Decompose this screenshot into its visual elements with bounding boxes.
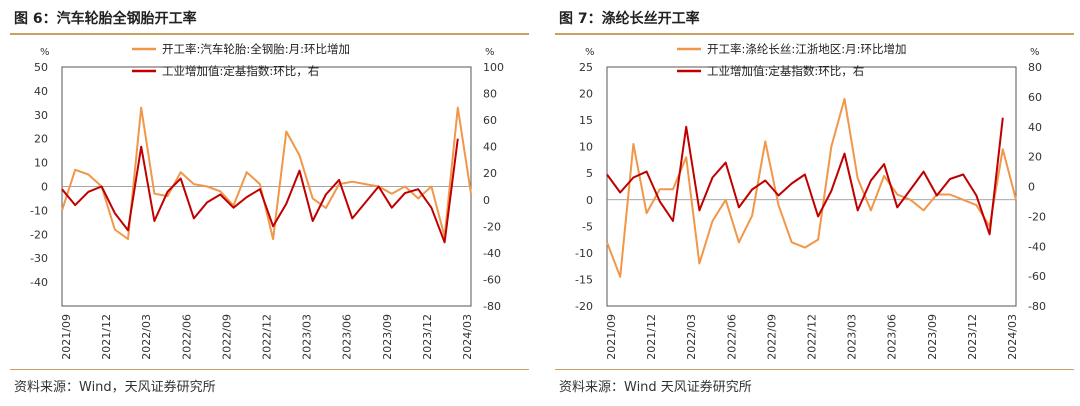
right-tick-label: -40 xyxy=(1028,240,1046,253)
x-tick-label: 2021/12 xyxy=(100,314,113,360)
left-axis-unit: % xyxy=(585,47,595,58)
left-tick-label: -10 xyxy=(30,204,48,217)
title-divider xyxy=(555,33,1074,35)
left-tick-label: 25 xyxy=(579,61,593,74)
x-tick-label: 2023/06 xyxy=(886,314,899,360)
right-tick-label: 60 xyxy=(483,114,497,127)
right-tick-label: 0 xyxy=(1028,181,1035,194)
legend-label: 开工率:汽车轮胎:全钢胎:月:环比增加 xyxy=(162,42,350,56)
source-note: 资料来源：Wind，天风证券研究所 xyxy=(14,380,216,395)
right-tick-label: 100 xyxy=(483,61,504,74)
right-tick-label: -80 xyxy=(1028,300,1046,313)
footer-divider xyxy=(555,369,1074,370)
x-tick-label: 2024/03 xyxy=(461,314,474,360)
right-axis-unit: % xyxy=(485,47,495,58)
right-tick-label: -40 xyxy=(483,247,501,260)
x-tick-label: 2023/09 xyxy=(381,314,394,360)
right-axis-unit: % xyxy=(1030,47,1040,58)
right-tick-label: -60 xyxy=(483,273,501,286)
footer-divider xyxy=(10,369,529,370)
x-tick-label: 2022/03 xyxy=(140,314,153,360)
line-chart: -20 -15 -10 -5 0 5 10 15 20 25 -80 -60 -40 -20 0 20 40 60… xyxy=(575,42,1046,360)
x-tick-label: 2022/09 xyxy=(220,314,233,360)
left-tick-label: 40 xyxy=(34,85,48,98)
right-tick-label: 60 xyxy=(1028,91,1042,104)
plot-frame xyxy=(606,66,1017,307)
right-tick-label: -20 xyxy=(483,220,501,233)
left-tick-label: 5 xyxy=(586,167,593,180)
right-tick-label: -20 xyxy=(1028,210,1046,223)
x-tick-label: 2022/12 xyxy=(261,314,274,360)
x-tick-label: 2022/12 xyxy=(806,314,819,360)
series-line-industrial-value xyxy=(61,138,459,244)
x-tick-label: 2023/06 xyxy=(341,314,354,360)
legend-label: 工业增加值:定基指数:环比，右 xyxy=(162,64,319,78)
left-tick-label: 30 xyxy=(34,109,48,122)
left-tick-label: -15 xyxy=(575,273,593,286)
left-tick-label: -5 xyxy=(582,220,593,233)
left-tick-label: 0 xyxy=(586,194,593,207)
source-note: 资料来源：Wind 天风证券研究所 xyxy=(559,380,752,395)
x-tick-label: 2022/03 xyxy=(685,314,698,360)
right-tick-label: 20 xyxy=(483,167,497,180)
left-axis-unit: % xyxy=(40,47,50,58)
x-tick-label: 2022/06 xyxy=(180,314,193,360)
left-tick-label: 20 xyxy=(34,133,48,146)
left-tick-label: 50 xyxy=(34,61,48,74)
x-tick-label: 2023/03 xyxy=(301,314,314,360)
line-chart: -40 -30 -20 -10 0 10 20 30 40 50 -80 -60 -40 -20 0 20 40… xyxy=(30,42,504,360)
right-tick-label: 40 xyxy=(1028,121,1042,134)
x-tick-label: 2024/03 xyxy=(1006,314,1019,360)
left-tick-label: 20 xyxy=(579,88,593,101)
left-tick-label: -10 xyxy=(575,247,593,260)
right-tick-label: 0 xyxy=(483,194,490,207)
left-tick-label: 15 xyxy=(579,114,593,127)
right-tick-label: -80 xyxy=(483,300,501,313)
right-tick-label: 20 xyxy=(1028,151,1042,164)
x-tick-label: 2023/12 xyxy=(966,314,979,360)
legend-label: 工业增加值:定基指数:环比，右 xyxy=(707,64,864,78)
series-line-operating-rate xyxy=(61,106,472,241)
left-tick-label: -30 xyxy=(30,252,48,265)
right-tick-label: -60 xyxy=(1028,270,1046,283)
x-tick-label: 2022/09 xyxy=(765,314,778,360)
right-tick-label: 80 xyxy=(483,88,497,101)
chart-panel-left: 图 6：汽车轮胎全钢胎开工率 -40 -30 -20 -10 0 10 20 30 40 50 -8… xyxy=(0,0,535,406)
series-line-operating-rate xyxy=(606,97,1017,278)
x-tick-label: 2023/12 xyxy=(421,314,434,360)
x-tick-label: 2021/09 xyxy=(605,314,618,360)
chart-title: 图 7：涤纶长丝开工率 xyxy=(559,11,700,27)
left-tick-label: -20 xyxy=(30,228,48,241)
left-tick-label: -20 xyxy=(575,300,593,313)
x-tick-label: 2022/06 xyxy=(725,314,738,360)
left-tick-label: -40 xyxy=(30,276,48,289)
x-tick-label: 2023/09 xyxy=(926,314,939,360)
right-tick-label: 80 xyxy=(1028,61,1042,74)
left-tick-label: 10 xyxy=(579,141,593,154)
x-tick-label: 2021/09 xyxy=(60,314,73,360)
series-line-industrial-value xyxy=(606,117,1004,236)
x-tick-label: 2023/03 xyxy=(846,314,859,360)
chart-panel-right: 图 7：涤纶长丝开工率 -20 -15 -10 -5 0 5 10 15 20 25 -80 -60-… xyxy=(545,0,1080,406)
legend-label: 开工率:涤纶长丝:江浙地区:月:环比增加 xyxy=(707,42,907,56)
left-tick-label: 0 xyxy=(41,181,48,194)
chart-title: 图 6：汽车轮胎全钢胎开工率 xyxy=(14,11,197,27)
left-tick-label: 10 xyxy=(34,157,48,170)
x-tick-label: 2021/12 xyxy=(645,314,658,360)
title-divider xyxy=(10,33,529,35)
right-tick-label: 40 xyxy=(483,141,497,154)
